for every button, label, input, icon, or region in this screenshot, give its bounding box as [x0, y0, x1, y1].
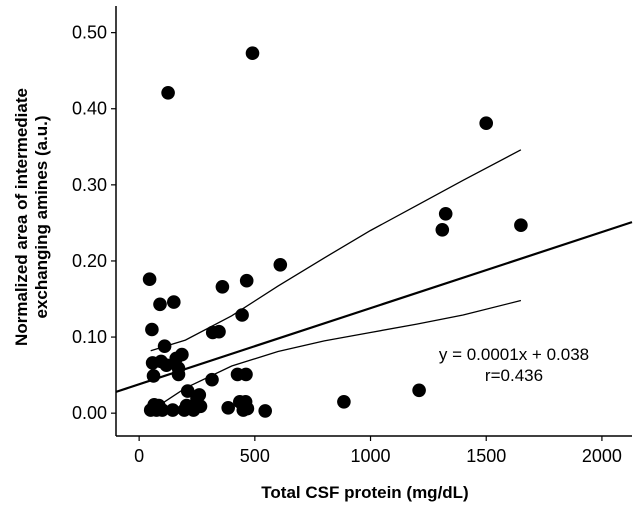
data-point	[273, 258, 288, 272]
y-tick-label: 0.10	[72, 327, 107, 347]
data-point	[180, 384, 195, 398]
y-axis-title: Normalized area of intermediate exchangi…	[12, 88, 51, 346]
data-point	[438, 207, 453, 221]
ci-lower-curve	[150, 299, 522, 412]
x-tick-label: 1500	[466, 446, 506, 466]
y-tick-label: 0.40	[72, 99, 107, 119]
regression-equation: y = 0.0001x + 0.038	[439, 345, 589, 364]
x-tick-label: 1000	[351, 446, 391, 466]
data-point	[175, 347, 189, 362]
data-point	[240, 401, 255, 416]
data-point	[337, 395, 351, 409]
data-point	[155, 403, 170, 417]
y-tick-label: 0.50	[72, 23, 107, 43]
data-point	[235, 308, 249, 322]
data-point	[193, 399, 208, 414]
data-point	[479, 116, 494, 130]
correlation-coefficient: r=0.436	[485, 366, 543, 385]
data-point	[171, 367, 186, 382]
y-axis-title-line-1: Normalized area of intermediate	[12, 88, 31, 346]
regression-line	[115, 221, 633, 393]
confidence-interval-layer	[150, 149, 522, 412]
data-point	[159, 358, 174, 373]
ticks-layer: 0 500 1000 1500 2000 0.00 0.10 0.20 0.30 0.40 0.50	[72, 23, 622, 466]
y-tick-label: 0.00	[72, 403, 107, 423]
data-point	[205, 372, 219, 387]
x-tick-label: 500	[240, 446, 270, 466]
data-point	[221, 401, 235, 415]
data-point	[153, 297, 167, 312]
data-point	[145, 322, 159, 337]
data-point	[167, 295, 181, 309]
data-point	[239, 367, 253, 382]
data-point	[161, 86, 175, 100]
data-point	[157, 339, 172, 354]
x-tick-label: 2000	[582, 446, 622, 466]
data-point	[192, 388, 207, 402]
data-point	[142, 272, 157, 287]
data-point	[258, 404, 273, 418]
x-tick-label: 0	[134, 446, 144, 466]
data-point	[146, 369, 161, 383]
x-axis-title: Total CSF protein (mg/dL)	[261, 483, 468, 502]
ci-upper-curve	[150, 149, 522, 352]
data-point	[215, 280, 230, 294]
data-points-layer	[142, 46, 528, 418]
axes-layer	[115, 6, 632, 437]
fit-line-layer	[115, 221, 633, 393]
y-tick-label: 0.30	[72, 175, 107, 195]
data-point	[212, 324, 226, 339]
data-point	[165, 403, 180, 417]
data-point	[239, 273, 254, 288]
data-point	[435, 223, 450, 237]
data-point	[514, 218, 528, 232]
y-tick-label: 0.20	[72, 251, 107, 271]
data-point	[245, 46, 260, 60]
y-axis-title-line-2: exchanging amines (a.u.)	[32, 115, 51, 318]
data-point	[412, 383, 426, 398]
